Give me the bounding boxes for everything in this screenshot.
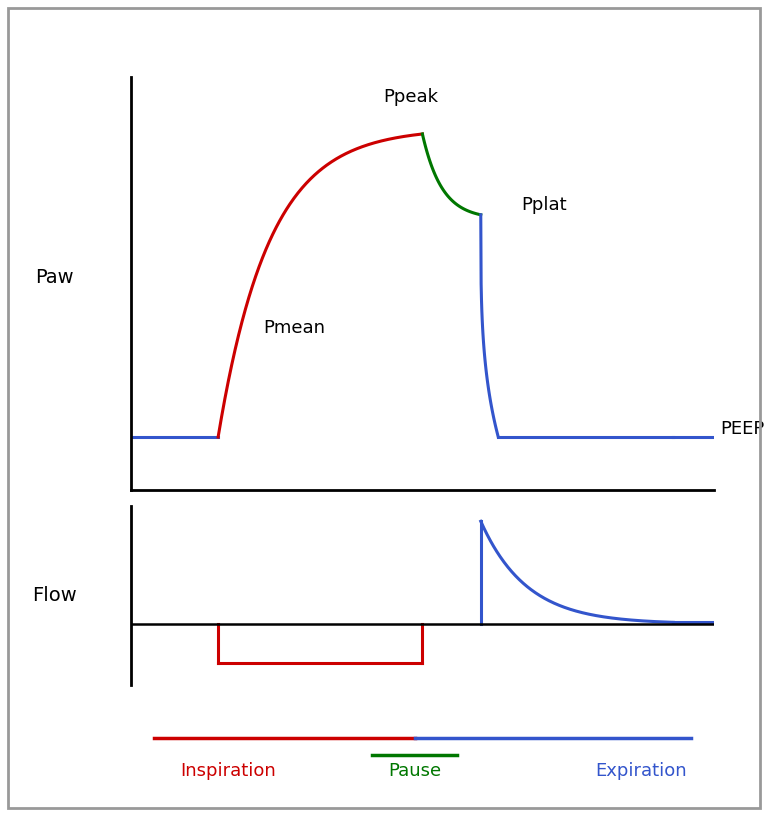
Text: Flow: Flow (32, 586, 77, 605)
Text: Pmean: Pmean (263, 319, 325, 337)
Text: Pplat: Pplat (521, 196, 568, 214)
Text: Expiration: Expiration (596, 762, 687, 780)
Text: Paw: Paw (35, 268, 74, 287)
Text: Inspiration: Inspiration (180, 762, 276, 780)
Text: PEEP: PEEP (720, 420, 764, 438)
Text: Pause: Pause (388, 762, 442, 780)
Text: Ppeak: Ppeak (383, 87, 439, 106)
